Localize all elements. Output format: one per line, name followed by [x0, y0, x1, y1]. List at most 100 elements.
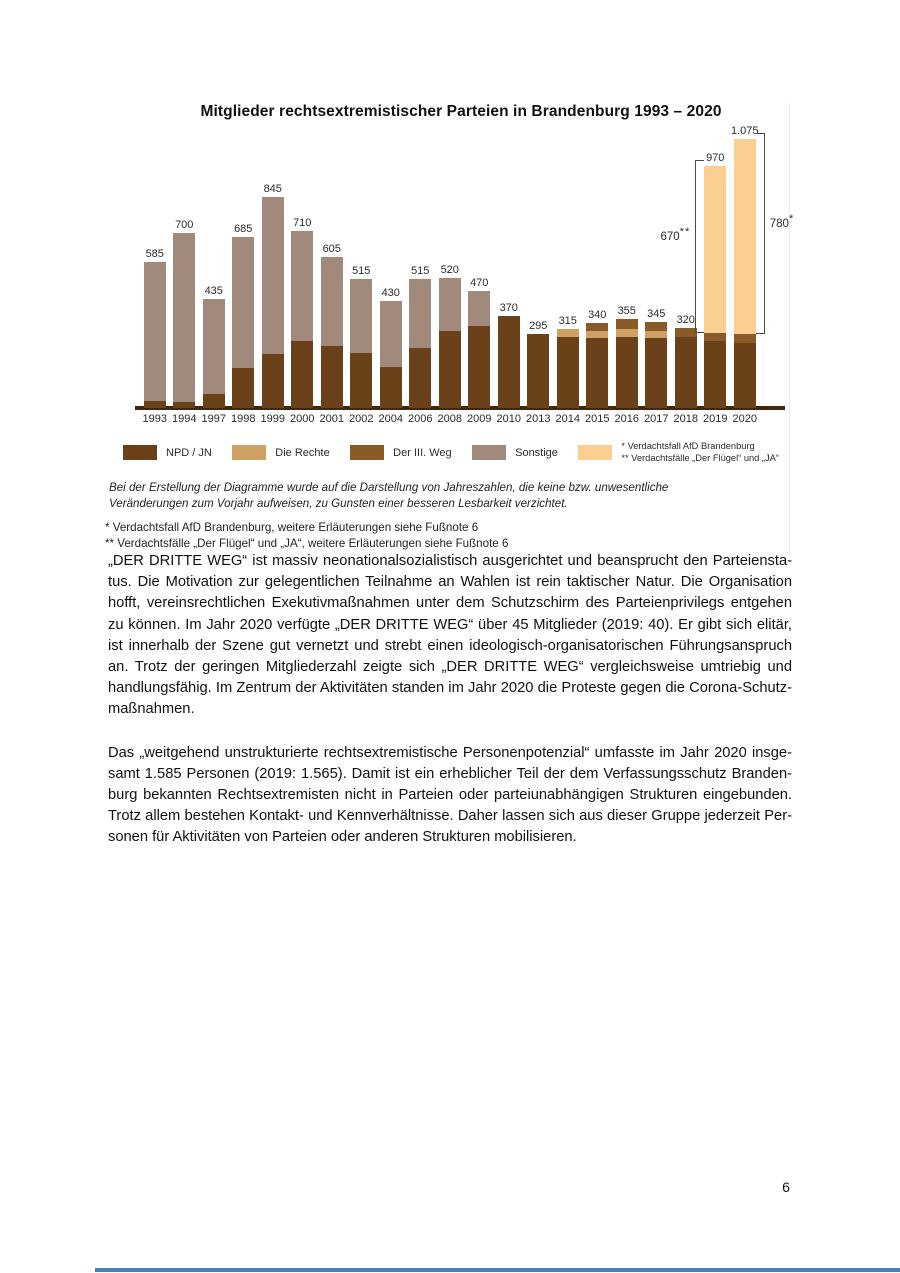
- stacked-bar-1994: [173, 233, 196, 408]
- bar-value-label: 315: [558, 315, 577, 328]
- bar-segment: [320, 256, 343, 346]
- text-line: ist innerhalb der Szene gut vernetzt und…: [108, 637, 792, 654]
- legend-label: Sonstige: [515, 446, 558, 459]
- paragraph: Das „weitgehend unstrukturierte rechtsex…: [108, 743, 792, 849]
- bar-segment: [232, 236, 255, 368]
- legend-label: Der III. Weg: [393, 446, 452, 459]
- legend-item: NPD / JN: [123, 445, 212, 460]
- year-tick-label: 2000: [290, 413, 315, 425]
- bar-segment: [468, 325, 491, 408]
- bar-value-label: 470: [470, 276, 489, 289]
- page-number: 6: [782, 1179, 790, 1195]
- bar-value-label: 605: [322, 242, 341, 255]
- bar-value-label: 435: [204, 285, 223, 298]
- year-tick-label: 2004: [378, 413, 403, 425]
- x-axis-line: [135, 406, 785, 410]
- bar-segment: [173, 233, 196, 402]
- year-tick-label: 2017: [644, 413, 669, 425]
- year-tick-label: 1998: [231, 413, 256, 425]
- legend-swatch: [350, 445, 385, 460]
- bar-segment: [350, 279, 373, 353]
- year-tick-label: 1994: [172, 413, 197, 425]
- bar-segment: [674, 336, 697, 408]
- bar-segment: [409, 348, 432, 408]
- bar-segment: [704, 165, 727, 333]
- bar-segment: [438, 330, 461, 408]
- figure-note: Bei der Erstellung der Diagramme wurde a…: [109, 480, 789, 511]
- bar-segment: [409, 279, 432, 348]
- bracket-value-2019: 670**: [660, 225, 691, 243]
- year-tick-label: 2010: [496, 413, 521, 425]
- legend-item: Sonstige: [472, 445, 558, 460]
- year-tick-label: 2013: [526, 413, 551, 425]
- year-tick-label: 2001: [319, 413, 344, 425]
- year-tick-label: 1999: [260, 413, 285, 425]
- bar-segment: [586, 323, 609, 331]
- bar-value-label: 970: [706, 151, 725, 164]
- footnote-line: * Verdachtsfall AfD Brandenburg, weitere…: [105, 521, 479, 534]
- bar-segment: [586, 330, 609, 338]
- stacked-bar-2000: [291, 230, 314, 408]
- bar-segment: [143, 400, 166, 408]
- year-tick-label: 2006: [408, 413, 433, 425]
- text-line: Das „weitgehend unstrukturierte rechtsex…: [108, 744, 792, 761]
- text-line: samt 1.585 Personen (2019: 1.565). Damit…: [108, 765, 792, 782]
- year-tick-label: 2018: [673, 413, 698, 425]
- bar-segment: [350, 353, 373, 408]
- bar-segment: [143, 261, 166, 401]
- bar-segment: [261, 196, 284, 355]
- chart-legend: NPD / JN Die Rechte Der III. Weg Sonstige * …: [123, 441, 779, 464]
- bar-value-label: 845: [263, 182, 282, 195]
- bar-segment: [674, 328, 697, 337]
- bar-segment: [615, 336, 638, 408]
- legend-item: Die Rechte: [232, 445, 330, 460]
- year-tick-label: 2015: [585, 413, 610, 425]
- footnote-line: ** Verdachtsfälle „Der Flügel“ und „JA“,…: [105, 536, 509, 550]
- bar-segment: [202, 299, 225, 395]
- text-line: an. Trotz der geringen Mitgliederzahl ze…: [108, 659, 792, 676]
- legend-item: * Verdachtsfall AfD Brandenburg ** Verdac…: [578, 441, 779, 464]
- stacked-bar-1993: [143, 261, 166, 408]
- bar-segment: [438, 278, 461, 331]
- bar-segment: [527, 334, 550, 408]
- bar-segment: [645, 330, 668, 338]
- bar-segment: [320, 345, 343, 408]
- bar-segment: [379, 300, 402, 367]
- bar-value-label: 320: [676, 314, 695, 326]
- bar-segment: [291, 230, 314, 341]
- legend-swatch: [123, 445, 157, 460]
- bracket-2019: [695, 159, 705, 333]
- bar-value-label: 355: [617, 305, 636, 318]
- chart-title: Mitglieder rechtsextremistischer Parteie…: [200, 103, 722, 120]
- year-tick-label: 2008: [437, 413, 462, 425]
- bar-segment: [704, 333, 727, 341]
- membership-chart-figure: Mitglieder rechtsextremistischer Parteie…: [95, 103, 793, 555]
- stacked-bar-2016: [615, 319, 638, 408]
- bar-value-label: 515: [352, 265, 371, 278]
- bar-segment: [586, 338, 609, 408]
- stacked-bar-2014: [556, 329, 579, 408]
- stacked-bar-2010: [497, 315, 520, 408]
- bracket-value-2020: 780*: [769, 212, 795, 230]
- year-tick-label: 2002: [349, 413, 374, 425]
- bar-segment: [733, 334, 756, 343]
- bar-segment: [645, 321, 668, 331]
- legend-swatch: [578, 445, 613, 460]
- bar-value-label: 345: [647, 307, 666, 320]
- bar-segment: [497, 315, 520, 408]
- x-axis-labels: 1993 1994 1997 1998 1999 2000 2001 2002 2004 2006…: [95, 413, 789, 433]
- bar-value-label: 685: [234, 222, 253, 235]
- stacked-bar-2017: [645, 321, 668, 408]
- stacked-bar-2009: [468, 290, 491, 408]
- bar-segment: [615, 329, 638, 337]
- bar-value-label: 710: [293, 216, 312, 229]
- text-line: „DER DRITTE WEG“ ist massiv neonationals…: [108, 553, 792, 569]
- text-line: sonen für Aktivitäten von Parteien oder …: [108, 829, 577, 846]
- bar-segment: [202, 394, 225, 408]
- bar-value-label: 295: [529, 320, 548, 333]
- stacked-bar-2020: [733, 139, 756, 408]
- legend-label: * Verdachtsfall AfD Brandenburg ** Verdac…: [621, 441, 779, 463]
- bar-value-label: 430: [381, 286, 400, 299]
- bar-segment: [291, 340, 314, 408]
